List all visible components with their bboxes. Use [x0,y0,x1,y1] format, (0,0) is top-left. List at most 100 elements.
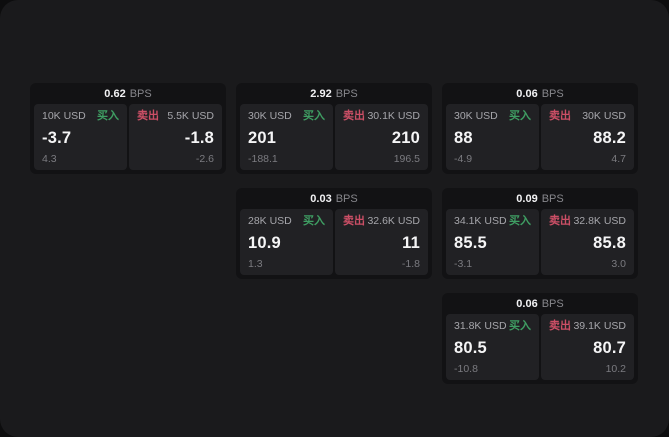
sell-price: 88.2 [593,128,626,147]
spread-unit-label: BPS [129,87,152,100]
quote-body: 30K USD 买入 88 -4.9 卖出 30K USD 88.2 4.7 [442,104,638,174]
sell-delta: 10.2 [605,363,626,375]
buy-panel[interactable]: 28K USD 买入 10.9 1.3 [240,209,333,275]
buy-top-row: 30K USD 买入 [248,110,325,122]
buy-panel[interactable]: 30K USD 买入 88 -4.9 [446,104,539,170]
buy-side-label: 买入 [303,110,325,122]
sell-delta: 3.0 [611,258,626,270]
sell-size: 32.8K USD [573,215,626,227]
sell-top-row: 卖出 30.1K USD [343,110,420,122]
quote-card: 0.62 BPS 10K USD 买入 -3.7 4.3 卖出 5.5K USD… [30,83,226,174]
buy-price: 80.5 [454,338,487,357]
buy-side-label: 买入 [97,110,119,122]
quote-body: 28K USD 买入 10.9 1.3 卖出 32.6K USD 11 -1.8 [236,209,432,279]
sell-size: 30K USD [582,110,626,122]
sell-delta: -2.6 [195,153,214,165]
sell-top-row: 卖出 32.6K USD [343,215,420,227]
buy-size: 30K USD [454,110,498,122]
buy-panel[interactable]: 10K USD 买入 -3.7 4.3 [34,104,127,170]
buy-side-label: 买入 [509,110,531,122]
spread-unit-label: BPS [541,297,564,310]
buy-delta: -3.1 [454,258,473,270]
spread-value: 2.92 [310,87,332,100]
quote-card: 0.06 BPS 30K USD 买入 88 -4.9 卖出 30K USD 8… [442,83,638,174]
buy-size: 28K USD [248,215,292,227]
spread-header: 2.92 BPS [236,83,432,104]
sell-price: 80.7 [593,338,626,357]
quote-card: 0.09 BPS 34.1K USD 买入 85.5 -3.1 卖出 32.8K… [442,188,638,279]
spread-value: 0.62 [104,87,126,100]
sell-top-row: 卖出 5.5K USD [137,110,214,122]
sell-top-row: 卖出 32.8K USD [549,215,626,227]
quote-body: 10K USD 买入 -3.7 4.3 卖出 5.5K USD -1.8 -2.… [30,104,226,174]
sell-side-label: 卖出 [549,215,571,227]
sell-price: -1.8 [184,128,214,147]
sell-panel[interactable]: 卖出 30.1K USD 210 196.5 [335,104,428,170]
spread-value: 0.06 [516,297,538,310]
sell-size: 5.5K USD [167,110,214,122]
sell-side-label: 卖出 [343,110,365,122]
buy-price: 85.5 [454,233,487,252]
buy-panel[interactable]: 30K USD 买入 201 -188.1 [240,104,333,170]
sell-price: 85.8 [593,233,626,252]
sell-top-row: 卖出 39.1K USD [549,320,626,332]
quote-body: 34.1K USD 买入 85.5 -3.1 卖出 32.8K USD 85.8… [442,209,638,279]
buy-size: 34.1K USD [454,215,507,227]
quote-card: 0.06 BPS 31.8K USD 买入 80.5 -10.8 卖出 39.1… [442,293,638,384]
spread-header: 0.62 BPS [30,83,226,104]
spread-unit-label: BPS [541,87,564,100]
sell-side-label: 卖出 [343,215,365,227]
buy-top-row: 28K USD 买入 [248,215,325,227]
sell-panel[interactable]: 卖出 39.1K USD 80.7 10.2 [541,314,634,380]
quotes-grid: 0.62 BPS 10K USD 买入 -3.7 4.3 卖出 5.5K USD… [30,83,638,384]
buy-top-row: 10K USD 买入 [42,110,119,122]
buy-side-label: 买入 [509,320,531,332]
buy-top-row: 34.1K USD 买入 [454,215,531,227]
sell-panel[interactable]: 卖出 5.5K USD -1.8 -2.6 [129,104,222,170]
spread-unit-label: BPS [541,192,564,205]
buy-side-label: 买入 [303,215,325,227]
buy-top-row: 31.8K USD 买入 [454,320,531,332]
buy-side-label: 买入 [509,215,531,227]
spread-value: 0.03 [310,192,332,205]
buy-delta: 4.3 [42,153,57,165]
buy-panel[interactable]: 34.1K USD 买入 85.5 -3.1 [446,209,539,275]
sell-size: 30.1K USD [367,110,420,122]
quote-body: 31.8K USD 买入 80.5 -10.8 卖出 39.1K USD 80.… [442,314,638,384]
sell-top-row: 卖出 30K USD [549,110,626,122]
sell-side-label: 卖出 [549,320,571,332]
buy-panel[interactable]: 31.8K USD 买入 80.5 -10.8 [446,314,539,380]
sell-price: 210 [391,128,420,147]
sell-delta: 4.7 [611,153,626,165]
spread-value: 0.09 [516,192,538,205]
sell-panel[interactable]: 卖出 32.8K USD 85.8 3.0 [541,209,634,275]
buy-price: 201 [248,128,277,147]
quote-card: 2.92 BPS 30K USD 买入 201 -188.1 卖出 30.1K … [236,83,432,174]
quote-card: 0.03 BPS 28K USD 买入 10.9 1.3 卖出 32.6K US… [236,188,432,279]
buy-size: 31.8K USD [454,320,507,332]
spread-unit-label: BPS [335,192,358,205]
sell-panel[interactable]: 卖出 32.6K USD 11 -1.8 [335,209,428,275]
sell-size: 32.6K USD [367,215,420,227]
spread-unit-label: BPS [335,87,358,100]
quote-body: 30K USD 买入 201 -188.1 卖出 30.1K USD 210 1… [236,104,432,174]
sell-side-label: 卖出 [137,110,159,122]
buy-delta: -4.9 [454,153,473,165]
spread-header: 0.09 BPS [442,188,638,209]
buy-size: 10K USD [42,110,86,122]
buy-delta: 1.3 [248,258,263,270]
sell-side-label: 卖出 [549,110,571,122]
sell-size: 39.1K USD [573,320,626,332]
buy-delta: -188.1 [248,153,278,165]
buy-price: -3.7 [42,128,72,147]
buy-price: 88 [454,128,473,147]
sell-delta: -1.8 [401,258,420,270]
spread-value: 0.06 [516,87,538,100]
buy-top-row: 30K USD 买入 [454,110,531,122]
buy-size: 30K USD [248,110,292,122]
sell-panel[interactable]: 卖出 30K USD 88.2 4.7 [541,104,634,170]
spread-header: 0.06 BPS [442,293,638,314]
buy-price: 10.9 [248,233,281,252]
spread-header: 0.03 BPS [236,188,432,209]
